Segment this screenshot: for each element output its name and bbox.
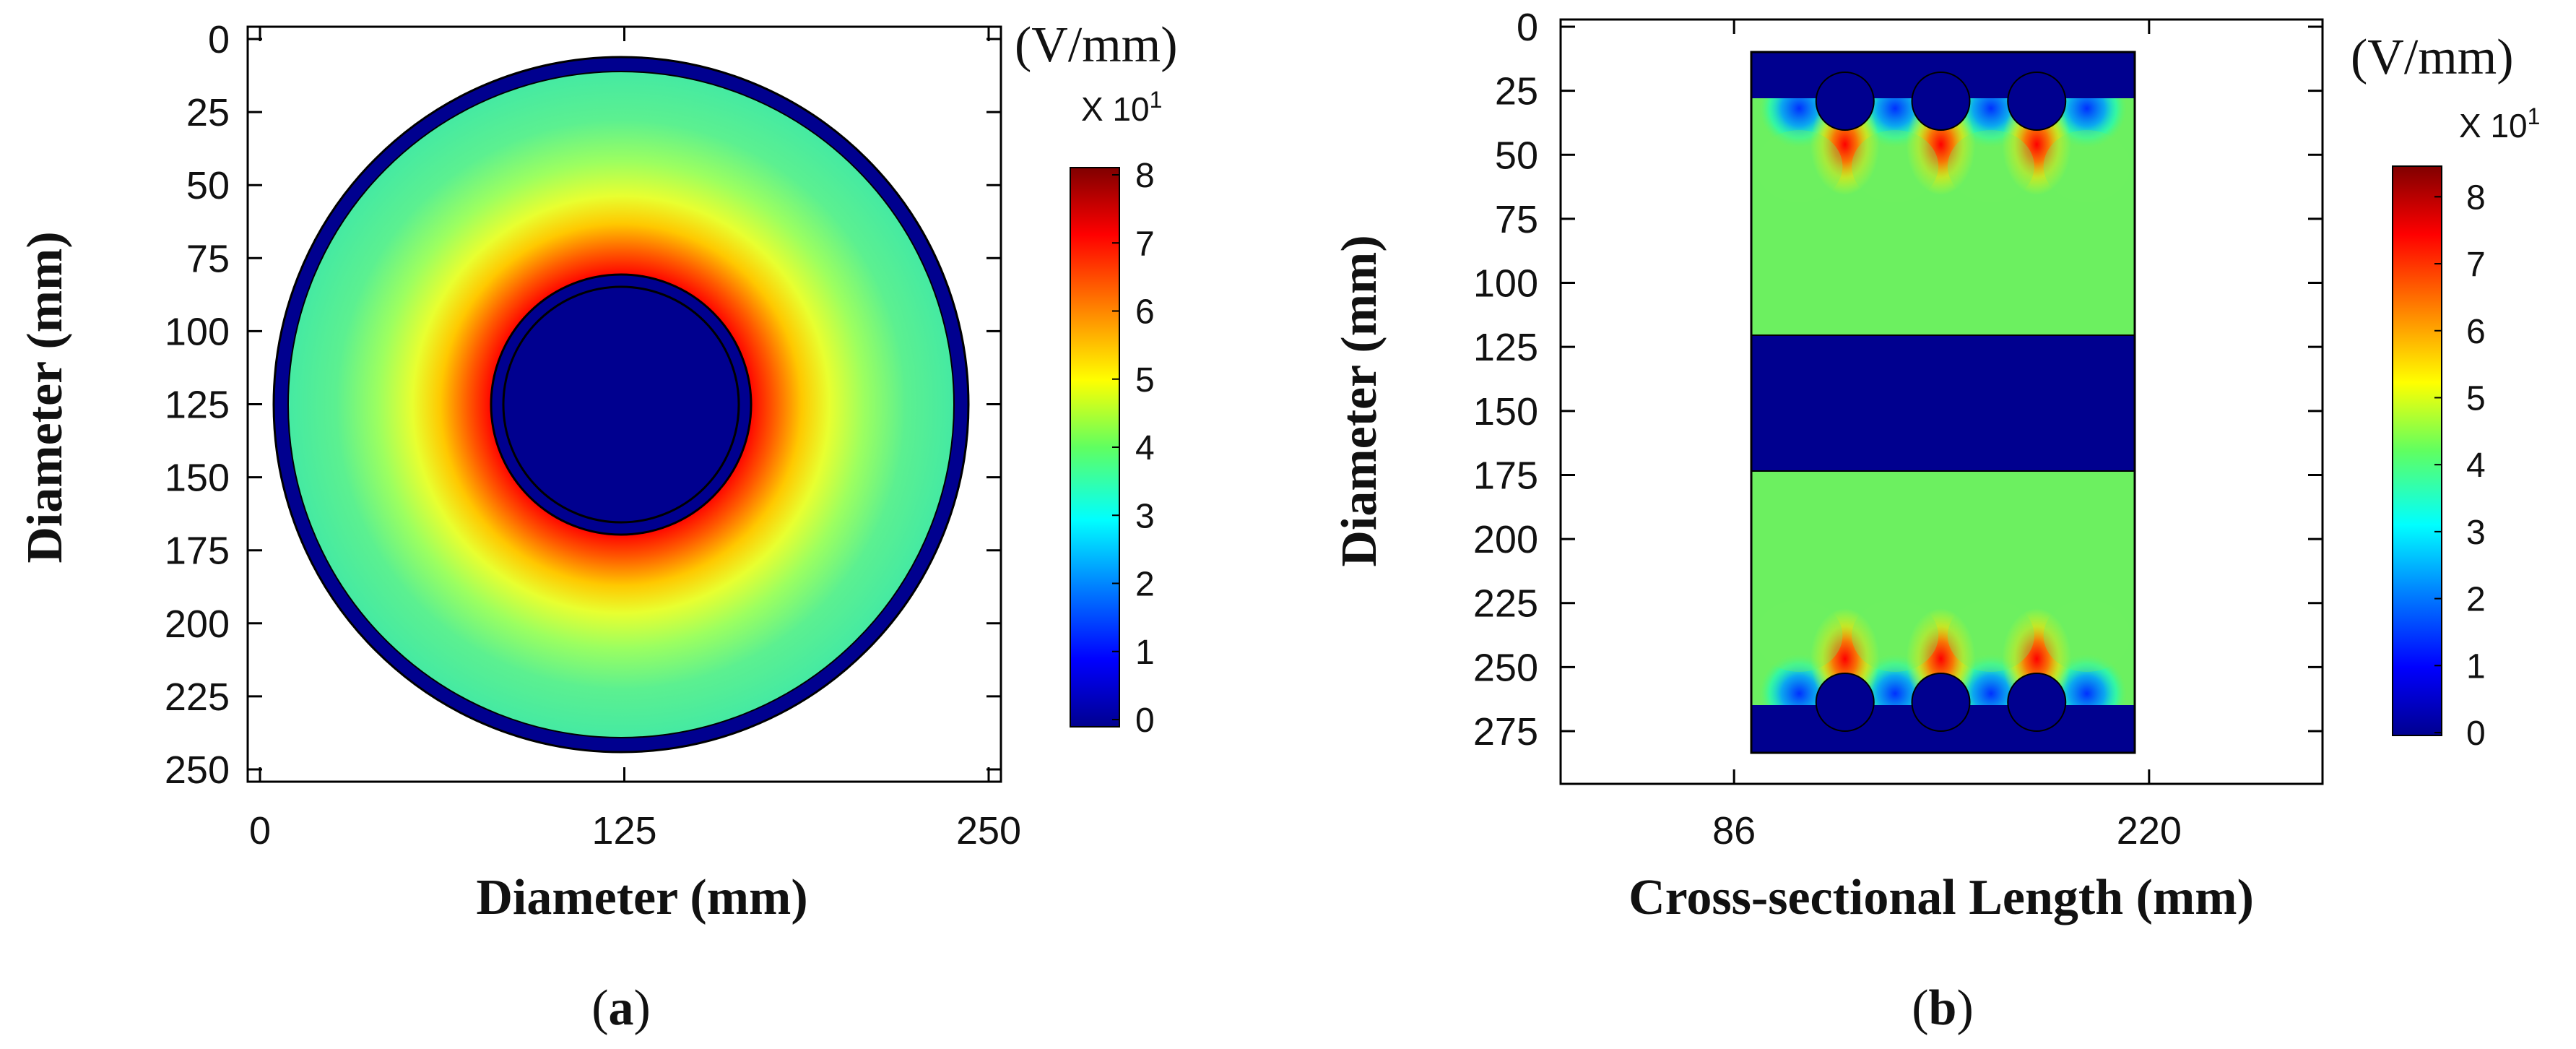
panel-a-conductor-inner-ring	[502, 285, 740, 524]
panel-b-colorbar-unit: (V/mm)	[2351, 30, 2514, 85]
panel-b-y-tick-label: 150	[1473, 390, 1538, 433]
panel-a-x-ticks: 0 125 250	[249, 27, 1021, 852]
panel-b-y-tick-label: 25	[1495, 70, 1538, 113]
panel-a-colorbar-tick-label: 4	[1135, 429, 1155, 467]
panel-b-field-blend	[1947, 130, 2034, 202]
panel-b-ylabel: Diameter (mm)	[1332, 235, 1387, 566]
panel-b-y-tick-label: 100	[1473, 262, 1538, 306]
panel-a-colorbar-tick-label: 7	[1135, 225, 1155, 263]
panel-b-bump-top	[1815, 72, 1875, 131]
panel-b-y-tick-label: 125	[1473, 326, 1538, 369]
panel-b-bump-top	[2007, 72, 2067, 131]
panel-b-x-tick-label: 86	[1712, 809, 1756, 852]
panel-a-y-tick-label: 200	[165, 603, 230, 646]
panel-b-x-tick-label: 220	[2117, 809, 2182, 852]
panel-a-colorbar-tick-label: 8	[1135, 157, 1155, 195]
panel-b-y-tick-label: 0	[1517, 6, 1538, 49]
panel-a-colorbar-scale-base: X 10	[1081, 90, 1150, 128]
panel-b-xlabel: Cross-sectional Length (mm)	[1629, 870, 2254, 925]
panel-a-ylabel: Diameter (mm)	[17, 231, 73, 563]
panel-b-field-blend	[1756, 130, 1843, 202]
panel-b-field-blend	[1756, 600, 1843, 672]
panel-a-colorbar	[1070, 167, 1120, 728]
panel-b-colorbar-tick-label: 5	[2466, 379, 2486, 418]
panel-b-bump-bottom	[1911, 673, 1971, 732]
panel-a-colorbar-tick-label: 3	[1135, 497, 1155, 535]
panel-a-y-tick-label: 250	[165, 748, 230, 792]
panel-b-colorbar-scale: X 101	[2459, 103, 2540, 144]
panel-b-colorbar	[2392, 165, 2442, 736]
panel-b-y-ticks: 0 25 50 75 100 125 150 175 200 225 250 275	[1473, 6, 2323, 754]
panel-a-y-tick-label: 25	[186, 91, 230, 134]
panel-a-y-tick-label: 125	[165, 384, 230, 427]
panel-b-conductor-band	[1751, 334, 2135, 472]
panel-a-colorbar-tick-label: 0	[1135, 702, 1155, 740]
panel-a-conductor	[490, 273, 753, 536]
panel-a-colorbar-scale-exp: 1	[1150, 87, 1163, 113]
panel-a-x-tick-label: 250	[956, 809, 1021, 852]
panel-a-y-tick-label: 75	[186, 237, 230, 280]
panel-a-x-tick-label: 0	[249, 809, 271, 852]
panel-b-field-blend	[2043, 600, 2130, 672]
panel-a-x-tick-label: 125	[591, 809, 656, 852]
panel-b-y-tick-label: 250	[1473, 646, 1538, 689]
panel-b-field-blend	[1947, 600, 2034, 672]
panel-a-y-tick-label: 175	[165, 530, 230, 573]
panel-a-colorbar-tick-label: 2	[1135, 566, 1155, 604]
panel-b-field-blend	[1852, 130, 1939, 202]
panel-a-y-tick-label: 100	[165, 310, 230, 353]
panel-b-colorbar-tick-label: 4	[2466, 446, 2486, 485]
panel-b-x-ticks: 86 220	[1712, 20, 2182, 852]
panel-b-colorbar-tick-label: 7	[2466, 246, 2486, 284]
panel-b-colorbar-tick-label: 3	[2466, 514, 2486, 552]
panel-b-colorbar-tick-label: 2	[2466, 581, 2486, 619]
panel-a-colorbar-tick-label: 1	[1135, 634, 1155, 672]
panel-b-field-blend	[2043, 130, 2130, 202]
panel-a-colorbar-ticks: 0 1 2 3 4 5 6 7 8	[1112, 157, 1155, 740]
panel-b-y-tick-label: 225	[1473, 582, 1538, 626]
panel-a-colorbar-scale: X 101	[1081, 87, 1162, 128]
panel-a-y-tick-label: 0	[208, 18, 230, 61]
panel-b-colorbar-scale-exp: 1	[2528, 103, 2541, 129]
panel-b-bump-bottom	[1815, 673, 1875, 732]
panel-b-colorbar-tick-label: 8	[2466, 178, 2486, 217]
panel-b-colorbar-ticks: 0 1 2 3 4 5 6 7 8	[2434, 178, 2486, 753]
panel-a-y-tick-label: 50	[186, 164, 230, 207]
panel-b-field-blend	[1852, 600, 1939, 672]
panel-a-colorbar-unit: (V/mm)	[1015, 17, 1178, 73]
panel-b-caption: (b)	[1912, 980, 1974, 1036]
panel-b-colorbar-scale-base: X 10	[2459, 107, 2528, 144]
panel-b-colorbar-tick-label: 6	[2466, 313, 2486, 351]
panel-b-y-tick-label: 50	[1495, 134, 1538, 177]
panel-a-caption-letter: a	[609, 980, 634, 1036]
panel-b-colorbar-tick-label: 1	[2466, 647, 2486, 686]
panel-b-colorbar-tick-label: 0	[2466, 715, 2486, 753]
panel-a-y-tick-label: 150	[165, 457, 230, 500]
panel-b-bump-bottom	[2007, 673, 2067, 732]
panel-b-y-tick-label: 175	[1473, 454, 1538, 497]
panel-a-colorbar-tick-label: 6	[1135, 293, 1155, 332]
panel-b-sheath-bumps	[1815, 72, 2067, 732]
panel-a-caption: (a)	[591, 980, 651, 1036]
panel-a-xlabel: Diameter (mm)	[476, 870, 807, 925]
panel-b-y-tick-label: 75	[1495, 198, 1538, 241]
panel-a-y-ticks: 0 25 50 75 100 125 150 175 200 225 250	[165, 18, 1001, 792]
panel-a-y-tick-label: 225	[165, 675, 230, 719]
panel-a-colorbar-tick-label: 5	[1135, 361, 1155, 400]
panel-b-caption-letter: b	[1929, 980, 1957, 1036]
panel-b-y-tick-label: 275	[1473, 710, 1538, 754]
panel-b-y-tick-label: 200	[1473, 518, 1538, 561]
panel-b-domain-outline	[1750, 51, 2136, 754]
panel-b-bump-top	[1911, 72, 1971, 131]
